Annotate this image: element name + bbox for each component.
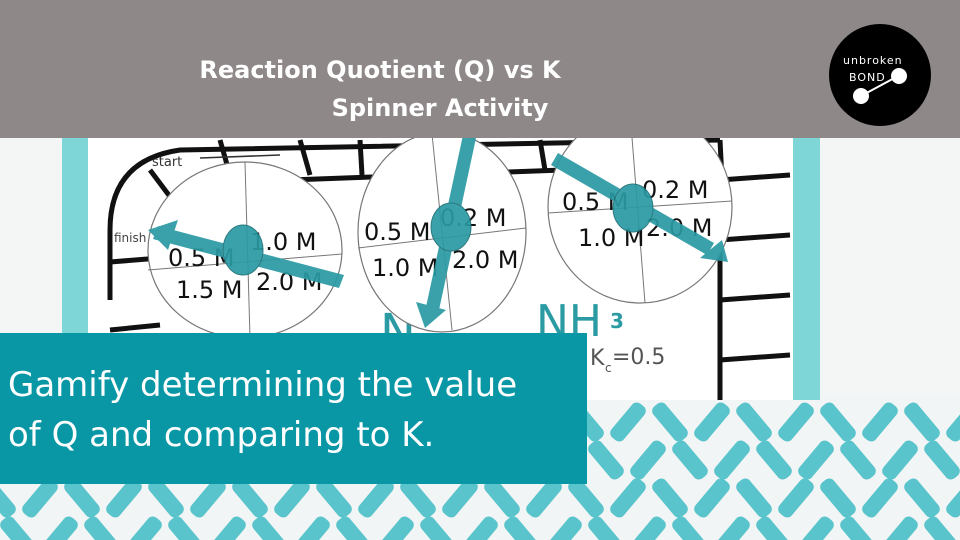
tagline-line-2: of Q and comparing to K. xyxy=(8,415,435,455)
title-line-2: Spinner Activity xyxy=(331,94,549,122)
brush-stroke xyxy=(148,478,184,518)
brush-stroke xyxy=(610,402,646,442)
brush-stroke xyxy=(694,478,730,518)
spinner-2-arrow-icon xyxy=(416,135,476,328)
brush-stroke xyxy=(546,516,582,540)
brush-stroke xyxy=(756,516,792,540)
spinner-2-label: 1.0 M xyxy=(372,254,439,282)
brush-stroke xyxy=(210,516,246,540)
brush-stroke xyxy=(798,516,834,540)
spinner-2[interactable]: 0.5 M 0.2 M 1.0 M 2.0 M xyxy=(357,131,527,333)
brush-stroke xyxy=(820,402,856,442)
brush-stroke xyxy=(736,402,772,442)
brush-stroke xyxy=(904,478,940,518)
spinner-2-label: 0.5 M xyxy=(364,218,431,246)
brush-stroke xyxy=(756,440,792,480)
brush-stroke xyxy=(840,516,876,540)
brush-stroke xyxy=(358,478,394,518)
unbroken-bond-logo: unbroken BOND xyxy=(829,24,931,126)
start-label: start xyxy=(152,155,182,170)
spinner-3-arrow-icon xyxy=(551,153,728,262)
spinner-3-label: 0.2 M xyxy=(642,176,709,204)
spinner-1[interactable]: 0.5 M 1.0 M 1.5 M 2.0 M xyxy=(147,161,344,339)
brush-stroke xyxy=(420,516,456,540)
brush-stroke xyxy=(672,516,708,540)
brush-stroke xyxy=(946,402,960,442)
brush-stroke xyxy=(946,478,960,518)
brush-stroke xyxy=(336,516,372,540)
brush-stroke xyxy=(630,440,666,480)
brush-stroke xyxy=(84,516,120,540)
brush-stroke xyxy=(42,516,78,540)
brush-stroke xyxy=(652,478,688,518)
header-banner: Reaction Quotient (Q) vs K Spinner Activ… xyxy=(0,0,960,138)
brush-stroke xyxy=(862,478,898,518)
brush-stroke xyxy=(840,440,876,480)
brush-stroke xyxy=(316,478,352,518)
brush-stroke xyxy=(672,440,708,480)
brush-stroke xyxy=(882,516,918,540)
brush-stroke xyxy=(924,516,960,540)
brush-stroke xyxy=(252,516,288,540)
brush-stroke xyxy=(736,478,772,518)
brush-stroke xyxy=(400,478,436,518)
brush-stroke xyxy=(168,516,204,540)
brush-stroke xyxy=(610,478,646,518)
kc-value: =0.5 xyxy=(612,345,665,370)
logo-text-1: unbroken xyxy=(843,54,903,67)
molecule-bond-icon xyxy=(853,68,907,104)
brush-stroke xyxy=(504,516,540,540)
brush-stroke xyxy=(294,516,330,540)
brush-stroke xyxy=(714,440,750,480)
formula-subscript: 3 xyxy=(610,309,624,333)
brush-stroke xyxy=(64,478,100,518)
spinner-2-label: 2.0 M xyxy=(452,246,519,274)
spinner-1-label: 1.5 M xyxy=(176,276,243,304)
brush-stroke xyxy=(778,478,814,518)
brush-stroke xyxy=(190,478,226,518)
brush-stroke xyxy=(924,440,960,480)
kc-subscript: c xyxy=(605,361,612,375)
tagline-line-1: Gamify determining the value xyxy=(8,365,518,405)
brush-stroke xyxy=(798,440,834,480)
brush-stroke xyxy=(22,478,58,518)
brush-stroke xyxy=(378,516,414,540)
finish-label: finish xyxy=(114,231,146,245)
brush-stroke xyxy=(568,478,604,518)
brush-stroke xyxy=(652,402,688,442)
brush-stroke xyxy=(694,402,730,442)
brush-stroke xyxy=(106,478,142,518)
kc-label: K xyxy=(590,346,605,371)
brush-stroke xyxy=(862,402,898,442)
brush-stroke xyxy=(232,478,268,518)
brush-stroke xyxy=(462,516,498,540)
brush-stroke xyxy=(630,516,666,540)
spinner-3[interactable]: 0.5 M 0.2 M 1.0 M 2.0 M xyxy=(547,110,733,304)
spinner-1-arrow-icon xyxy=(148,220,344,288)
brush-stroke xyxy=(588,516,624,540)
brush-stroke xyxy=(0,478,16,518)
brush-stroke xyxy=(442,478,478,518)
brush-stroke xyxy=(588,440,624,480)
tagline-box: Gamify determining the value of Q and co… xyxy=(0,333,587,484)
brush-stroke xyxy=(882,440,918,480)
brush-stroke xyxy=(274,478,310,518)
brush-stroke xyxy=(714,516,750,540)
brush-stroke xyxy=(904,402,940,442)
brush-stroke xyxy=(126,516,162,540)
brush-stroke xyxy=(820,478,856,518)
brush-stroke xyxy=(526,478,562,518)
title-line-1: Reaction Quotient (Q) vs K xyxy=(199,56,561,84)
logo-text-2: BOND xyxy=(849,71,886,84)
brush-stroke xyxy=(0,516,36,540)
brush-stroke xyxy=(484,478,520,518)
brush-stroke xyxy=(778,402,814,442)
